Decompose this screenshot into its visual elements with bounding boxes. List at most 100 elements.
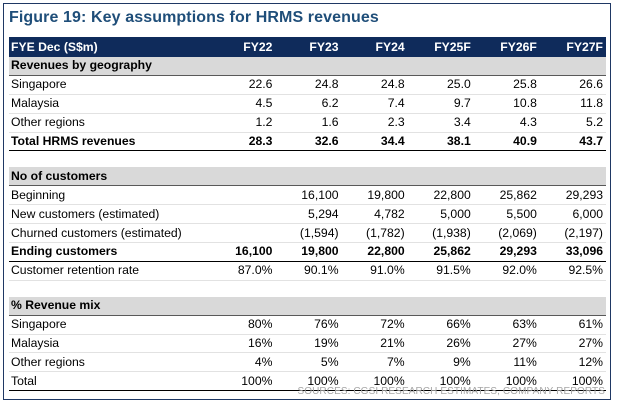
table-cell: 7.4 [341,94,408,114]
table-cell: 9.7 [407,94,474,114]
table-cell [473,57,540,76]
table-cell: 24.8 [275,75,342,95]
table-cell: 21% [341,334,408,354]
table-cell: 92.5% [539,261,606,281]
table-cell: 3.4 [407,113,474,133]
table-cell: 12% [539,352,606,373]
table-cell [275,151,341,168]
table-cell: 4.3 [473,113,540,133]
table-row: Singapore 80% 76% 72% 66% 63% 61% [9,315,606,335]
table-cell [209,167,276,187]
spacer-row [9,280,606,297]
table-cell: 72% [341,315,408,335]
table-cell: 9% [407,352,474,373]
table-cell: 2.3 [341,113,408,133]
table-cell: 100% [407,371,474,392]
table-cell [474,280,540,297]
table-row: Other regions 1.2 1.6 2.3 3.4 4.3 5.2 [9,113,606,133]
section-header-row: Revenues by geography [9,57,606,76]
table-cell: (1,782) [341,223,408,244]
table-cell: (2,197) [539,223,606,244]
table-header-row: FYE Dec (S$m) FY22 FY23 FY24 FY25F FY26F FY27F [9,37,606,57]
row-label: Churned customers (estimated) [9,223,210,244]
table-cell [275,296,342,316]
row-label: Singapore [9,75,210,95]
row-label: Total HRMS revenues [9,131,210,152]
row-label: Total [9,371,210,392]
table-cell [341,296,408,316]
table-cell [474,151,540,168]
row-label: FYE Dec (S$m) [9,37,210,57]
table-cell: (1,594) [275,223,342,244]
table-cell [209,185,276,206]
table-cell: 29,293 [539,185,606,206]
table-cell: 100% [209,371,276,392]
row-label: Customer retention rate [9,261,210,281]
table-cell [342,280,408,297]
table-cell [539,296,606,316]
row-label: % Revenue mix [9,296,210,316]
table-row: Beginning 16,100 19,800 22,800 25,862 29,293 [9,185,606,206]
table-cell: 5,000 [407,204,474,225]
table-cell: 25,862 [473,185,540,206]
row-label: Singapore [9,315,210,335]
table-cell: 5,294 [275,204,342,225]
table-cell: 4.5 [209,94,276,114]
figure-frame [3,3,611,400]
table-cell: (2,069) [473,223,540,244]
table-row: Other regions 4% 5% 7% 9% 11% 12% [9,352,606,373]
table-cell: 100% [473,371,540,392]
table-cell: 19,800 [275,242,342,262]
table-cell: 22,800 [407,185,474,206]
table-cell: 87.0% [209,261,276,281]
table-cell: 6,000 [539,204,606,225]
table-cell: 100% [539,371,606,392]
table-cell: 19% [275,334,342,354]
table-cell: 24.8 [341,75,408,95]
total-row: Total HRMS revenues 28.3 32.6 34.4 38.1 40.9 4… [9,131,606,152]
table-cell: 61% [539,315,606,335]
table-cell: FY22 [209,37,276,57]
table-cell [407,167,474,187]
spacer-row [9,151,606,168]
table-cell [209,280,275,297]
table-cell: 1.2 [209,113,276,133]
table-cell: 63% [473,315,540,335]
row-label: Other regions [9,352,210,373]
table-cell: 38.1 [407,131,474,152]
row-label: Malaysia [9,334,210,354]
table-cell: FY24 [341,37,408,57]
table-cell: 25.8 [473,75,540,95]
table-cell: 11.8 [539,94,606,114]
section-header-row: No of customers [9,167,606,187]
table-cell: FY25F [407,37,474,57]
total-row: Ending customers 16,100 19,800 22,800 25,862… [9,242,606,262]
table-row: Total 100% 100% 100% 100% 100% 100% [9,371,606,392]
table-cell [341,167,408,187]
table-row: Malaysia 4.5 6.2 7.4 9.7 10.8 11.8 [9,94,606,114]
table-cell [342,151,408,168]
row-label: Revenues by geography [9,57,210,76]
table-cell: 5.2 [539,113,606,133]
table-cell: 4% [209,352,276,373]
table-cell: 76% [275,315,342,335]
table-cell: 100% [341,371,408,392]
table-cell: 22.6 [209,75,276,95]
table-cell: FY26F [473,37,540,57]
table-cell: 33,096 [539,242,606,262]
table-cell [407,57,474,76]
table-cell: 28.3 [209,131,276,152]
table-cell: 25,862 [407,242,474,262]
table-cell [407,296,474,316]
table-cell [209,151,275,168]
row-label: Malaysia [9,94,210,114]
table-cell: 34.4 [341,131,408,152]
table-cell [209,296,276,316]
assumptions-table: FYE Dec (S$m) FY22 FY23 FY24 FY25F FY26F FY27F… [9,37,606,392]
table-cell: 16,100 [209,242,276,262]
table-cell: 27% [473,334,540,354]
section-header-row: % Revenue mix [9,296,606,316]
table-cell [275,280,341,297]
table-cell: 1.6 [275,113,342,133]
table-cell: 92.0% [473,261,540,281]
